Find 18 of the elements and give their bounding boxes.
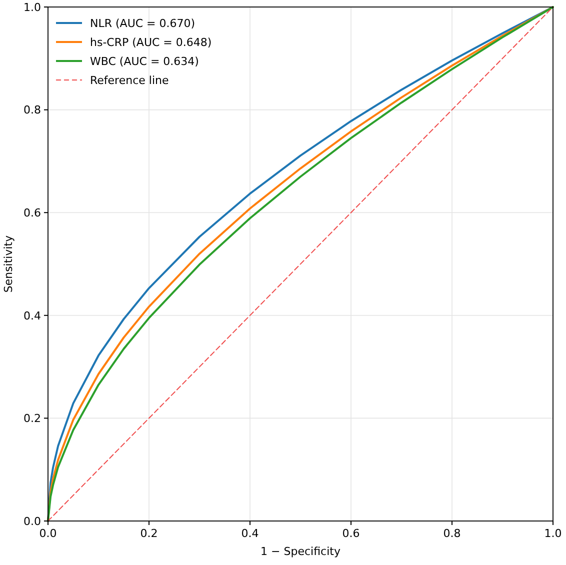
x-tick-label: 0.0	[39, 527, 57, 540]
legend-label: hs-CRP (AUC = 0.648)	[90, 36, 212, 49]
x-axis-title: 1 − Specificity	[260, 545, 341, 558]
y-tick-label: 0.4	[24, 309, 41, 322]
legend-label: WBC (AUC = 0.634)	[90, 54, 199, 68]
x-tick-label: 0.8	[443, 527, 461, 540]
x-tick-label: 0.4	[241, 527, 259, 540]
y-tick-label: 0.8	[24, 104, 41, 117]
legend-label: NLR (AUC = 0.670)	[90, 16, 196, 30]
y-tick-label: 0.0	[24, 514, 41, 528]
y-tick-label: 0.6	[24, 206, 41, 220]
y-tick-label: 1.0	[24, 0, 41, 14]
x-tick-label: 1.0	[544, 527, 562, 540]
y-axis-title: Sensitivity	[2, 234, 15, 293]
x-tick-label: 0.2	[140, 527, 158, 540]
x-tick-label: 0.6	[342, 527, 360, 540]
legend-label: Reference line	[90, 74, 169, 87]
y-tick-label: 0.2	[24, 412, 41, 426]
